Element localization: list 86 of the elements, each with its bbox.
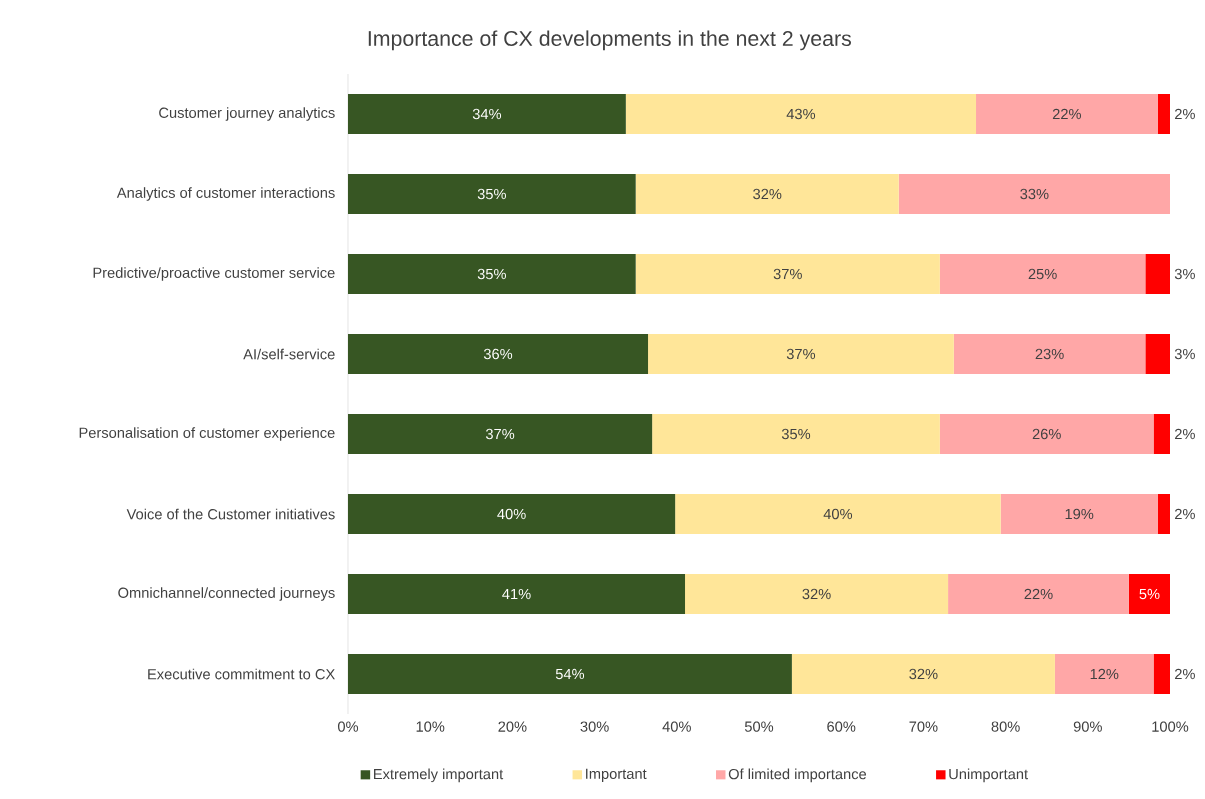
- data-label: 26%: [1032, 428, 1061, 440]
- x-tick-label: 50%: [744, 721, 774, 732]
- bar: [635, 174, 899, 215]
- data-label: 32%: [802, 588, 831, 600]
- y-tick-label: Analytics of customer interactions: [116, 187, 335, 201]
- y-tick-label: Personalisation of customer experience: [79, 427, 335, 441]
- data-label: 19%: [1065, 508, 1094, 520]
- bar: [976, 94, 1158, 135]
- bar: [348, 574, 686, 615]
- bar: [1145, 254, 1171, 295]
- data-label: 37%: [485, 428, 515, 440]
- data-label: 3%: [1174, 348, 1195, 360]
- data-label: 2%: [1175, 428, 1195, 440]
- bar: [939, 254, 1146, 295]
- data-label: 43%: [786, 108, 816, 120]
- bar: [348, 254, 636, 295]
- x-tick-label: 60%: [827, 721, 856, 732]
- bar: [1145, 334, 1171, 375]
- x-tick-label: 30%: [580, 721, 609, 732]
- data-label: 2%: [1175, 668, 1195, 680]
- bar: [348, 334, 649, 375]
- bar: [348, 654, 792, 695]
- bar: [1000, 494, 1158, 535]
- bar: [939, 414, 1154, 455]
- data-label: 2%: [1175, 108, 1195, 120]
- bar: [348, 494, 676, 535]
- bar: [1153, 414, 1171, 455]
- data-label: 22%: [1024, 588, 1053, 600]
- y-tick-label: Omnichannel/connected journeys: [118, 587, 335, 601]
- bar: [1157, 94, 1171, 135]
- x-tick-label: 100%: [1152, 721, 1189, 732]
- bar: [898, 174, 1171, 215]
- bar: [348, 174, 636, 215]
- bar: [648, 334, 954, 375]
- legend-label: Important: [586, 768, 647, 782]
- data-label: 35%: [477, 188, 506, 200]
- data-label: 32%: [909, 668, 938, 680]
- bar: [652, 414, 940, 455]
- data-label: 23%: [1035, 348, 1064, 360]
- data-label: 34%: [472, 108, 502, 120]
- x-tick-label: 70%: [909, 721, 938, 732]
- bar: [1054, 654, 1154, 695]
- legend-label: Unimportant: [949, 768, 1028, 783]
- bar: [948, 574, 1129, 615]
- data-label: 40%: [823, 508, 853, 520]
- data-label: 5%: [1139, 588, 1160, 600]
- data-label: 35%: [477, 268, 506, 280]
- bar: [675, 494, 1001, 535]
- chart-title: Importance of CX developments in the next 2 years: [368, 30, 851, 51]
- x-tick-label: 90%: [1073, 721, 1102, 732]
- y-tick-label: Customer journey analytics: [159, 107, 335, 121]
- data-label: 40%: [497, 508, 526, 520]
- data-label: 22%: [1052, 108, 1081, 120]
- data-label: 3%: [1174, 268, 1195, 280]
- legend-label: Of limited importance: [728, 768, 867, 783]
- bar: [1153, 654, 1171, 695]
- y-tick-label: Predictive/proactive customer service: [93, 267, 335, 281]
- data-label: 2%: [1175, 508, 1195, 520]
- legend-label: Extremely important: [374, 768, 504, 783]
- x-tick-label: 80%: [991, 721, 1020, 732]
- y-tick-label: Executive commitment to CX: [148, 668, 335, 680]
- data-label: 35%: [781, 428, 811, 440]
- data-label: 54%: [555, 668, 585, 680]
- data-label: 37%: [786, 348, 816, 360]
- data-label: 41%: [502, 588, 531, 600]
- data-label: 37%: [773, 268, 802, 280]
- y-tick-label: Voice of the Customer initiatives: [126, 508, 335, 520]
- bar: [791, 654, 1055, 695]
- x-tick-label: 40%: [662, 721, 691, 732]
- bar: [685, 574, 949, 615]
- bar: [1128, 574, 1171, 615]
- bar: [348, 414, 653, 455]
- x-tick-label: 10%: [416, 721, 445, 732]
- data-label: 32%: [753, 188, 782, 200]
- data-label: 33%: [1020, 188, 1049, 200]
- data-label: 36%: [483, 348, 513, 360]
- data-label: 12%: [1090, 668, 1119, 680]
- data-label: 25%: [1028, 268, 1057, 280]
- bar: [348, 94, 626, 135]
- x-tick-label: 0%: [337, 721, 359, 732]
- bar: [635, 254, 940, 295]
- bar: [1157, 494, 1171, 535]
- bar: [625, 94, 977, 135]
- bar: [953, 334, 1146, 375]
- x-tick-label: 20%: [498, 721, 527, 732]
- y-tick-label: AI/self-service: [243, 348, 335, 360]
